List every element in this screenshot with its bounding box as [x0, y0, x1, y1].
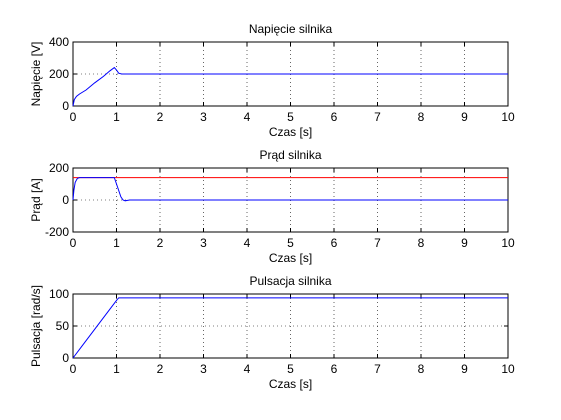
- x-tick-label: 0: [70, 110, 77, 124]
- x-tick-label: 7: [374, 236, 381, 250]
- x-tick-label: 9: [461, 110, 468, 124]
- y-tick-label: 50: [56, 319, 70, 333]
- x-tick-label: 2: [157, 362, 164, 376]
- y-tick-label: -200: [45, 225, 69, 239]
- series-line-1: [72, 66, 508, 107]
- series-line-1: [72, 297, 508, 359]
- x-tick-label: 5: [287, 110, 294, 124]
- x-tick-label: 3: [200, 236, 207, 250]
- y-tick-label: 200: [49, 161, 69, 175]
- y-axis-label: Napięcie [V]: [29, 42, 43, 107]
- x-tick-label: 4: [244, 362, 251, 376]
- x-tick-label: 3: [200, 110, 207, 124]
- x-tick-label: 1: [113, 110, 120, 124]
- x-tick-label: 2: [157, 236, 164, 250]
- x-axis-label: Czas [s]: [269, 251, 312, 265]
- y-axis-label: Prąd [A]: [29, 178, 43, 221]
- x-tick-label: 6: [331, 362, 338, 376]
- y-tick-label: 200: [49, 67, 69, 81]
- subplot-1: 0 1 2 3 4 5 6 7 8 9 10 0 200 400 Napięcie silnika Czas …: [29, 22, 515, 139]
- x-tick-label: 10: [501, 110, 515, 124]
- series-line-2: [72, 177, 508, 202]
- x-tick-label: 0: [70, 362, 77, 376]
- x-axis-label: Czas [s]: [269, 377, 312, 391]
- x-tick-label: 5: [287, 236, 294, 250]
- x-tick-label: 4: [244, 110, 251, 124]
- y-tick-label: 0: [62, 193, 69, 207]
- x-tick-label: 9: [461, 236, 468, 250]
- x-tick-label: 4: [244, 236, 251, 250]
- x-tick-label: 10: [501, 362, 515, 376]
- x-tick-label: 8: [418, 362, 425, 376]
- x-tick-label: 0: [70, 236, 77, 250]
- y-tick-label: 400: [49, 35, 69, 49]
- x-tick-label: 1: [113, 362, 120, 376]
- y-tick-label: 100: [49, 287, 69, 301]
- x-tick-label: 6: [331, 236, 338, 250]
- x-tick-label: 6: [331, 110, 338, 124]
- x-tick-label: 10: [501, 236, 515, 250]
- x-tick-label: 8: [418, 110, 425, 124]
- y-tick-label: 0: [62, 351, 69, 365]
- x-tick-label: 1: [113, 236, 120, 250]
- x-tick-label: 3: [200, 362, 207, 376]
- x-tick-label: 2: [157, 110, 164, 124]
- x-tick-label: 8: [418, 236, 425, 250]
- x-tick-label: 9: [461, 362, 468, 376]
- x-tick-label: 7: [374, 110, 381, 124]
- chart-title: Napięcie silnika: [249, 22, 333, 36]
- y-axis-label: Pulsacja [rad/s]: [29, 285, 43, 367]
- y-tick-label: 0: [62, 99, 69, 113]
- chart-title: Prąd silnika: [259, 148, 321, 162]
- x-tick-label: 7: [374, 362, 381, 376]
- x-tick-label: 5: [287, 362, 294, 376]
- x-axis-label: Czas [s]: [269, 125, 312, 139]
- chart-title: Pulsacja silnika: [249, 274, 331, 288]
